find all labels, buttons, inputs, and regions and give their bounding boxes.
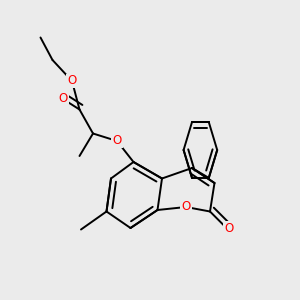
Text: O: O — [224, 221, 233, 235]
Text: O: O — [182, 200, 190, 214]
Text: O: O — [68, 74, 76, 88]
Text: O: O — [58, 92, 68, 106]
Text: O: O — [112, 134, 122, 148]
